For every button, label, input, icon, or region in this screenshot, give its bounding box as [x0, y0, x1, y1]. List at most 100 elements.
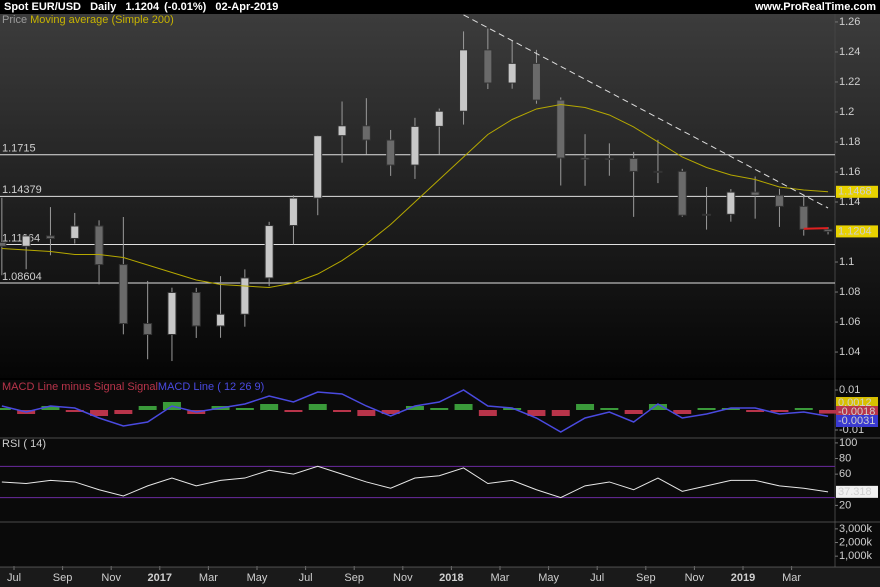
x-tick-label: Sep [53, 572, 73, 584]
y-tick-label: 1.18 [839, 136, 860, 148]
price-last-value: 1.1204 [838, 225, 872, 237]
x-tick-label: Mar [782, 572, 801, 584]
macd-histogram-bar [721, 408, 740, 410]
volume-panel [0, 523, 880, 566]
macd-line [1, 389, 829, 433]
y-tick-label: 1,000k [839, 550, 873, 562]
macd-histogram-bar [405, 406, 424, 410]
macd-last-value: 0.0012 [838, 397, 872, 409]
rsi-last-value: 37.318 [838, 486, 872, 498]
macd-histogram-bar [235, 408, 254, 410]
symbol: Spot EUR/USD [4, 1, 81, 13]
candle-body [143, 323, 153, 335]
macd-last-value: -0.0018 [838, 406, 875, 418]
y-tick-label: 1.26 [839, 16, 860, 28]
trendline [463, 14, 829, 209]
y-tick-label: 1.1 [839, 256, 854, 268]
level-label: 1.11164 [2, 232, 40, 244]
legend-entry: MACD Line minus Signal Signal [2, 381, 158, 393]
candle-body [629, 157, 639, 172]
x-tick-label: Jul [590, 572, 604, 584]
rsi-line [1, 465, 829, 499]
macd-histogram-bar [794, 408, 813, 410]
y-tick-label: 3,000k [839, 523, 873, 535]
macd-histogram-bar [430, 408, 449, 410]
y-tick-label: 1.22 [839, 76, 860, 88]
x-tick-label: May [247, 572, 268, 584]
candle-body [386, 139, 396, 166]
support-line [803, 227, 829, 230]
x-tick-label: May [538, 572, 559, 584]
y-tick-label: 1.04 [839, 346, 860, 358]
macd-histogram-bar [673, 410, 692, 414]
candle-body [216, 313, 226, 327]
y-tick-label: 1.16 [839, 166, 860, 178]
macd-histogram-bar [260, 404, 279, 410]
candle-body [726, 191, 736, 215]
candle-body [45, 235, 55, 239]
candle-body [799, 205, 809, 230]
x-tick-label: Mar [199, 572, 218, 584]
y-tick-label: 1.06 [839, 316, 860, 328]
macd-last-value-box [836, 415, 878, 427]
y-tick-label: 80 [839, 452, 851, 464]
macd-last-value: -0.0031 [838, 415, 875, 427]
legend: Price Moving average (Simple 200) [2, 14, 174, 26]
x-tick-label: Nov [685, 572, 705, 584]
level-label: 1.14379 [2, 184, 42, 196]
y-tick-label: 1.24 [839, 46, 860, 58]
level-label: 1.08604 [2, 271, 42, 283]
candle-body [531, 62, 541, 101]
ma-last-value: 1.1468 [838, 186, 872, 198]
candle-body [434, 110, 444, 127]
macd-histogram-bar [333, 410, 352, 412]
y-tick-label: 100 [839, 437, 857, 449]
y-tick-label: 1.08 [839, 286, 860, 298]
candle-body [604, 157, 614, 161]
candle-body [264, 225, 274, 279]
candle-body [702, 213, 712, 216]
macd-histogram-bar [770, 410, 789, 412]
macd-histogram-bar [746, 410, 765, 412]
candle-body [191, 291, 201, 327]
macd-histogram-bar [90, 410, 109, 416]
macd-histogram-bar [65, 410, 84, 412]
x-tick-label: 2017 [148, 572, 172, 584]
candle-body [94, 225, 104, 266]
candle-body [70, 225, 80, 239]
moving-average [1, 103, 829, 289]
macd-histogram-bar [138, 406, 157, 410]
macd-histogram-bar [527, 410, 546, 416]
candle-body [653, 170, 663, 173]
last-price: 1.1204 [125, 1, 160, 13]
candle-body [507, 62, 517, 84]
rsi-last-value-box [836, 485, 878, 498]
macd-histogram-bar [357, 410, 376, 416]
macd-histogram-bar [576, 404, 595, 410]
legend-entry: MACD Line ( 12 26 9) [158, 381, 264, 393]
x-tick-label: Mar [491, 572, 510, 584]
date: 02-Apr-2019 [215, 1, 278, 13]
candle-body [823, 228, 833, 232]
y-tick-label: 2,000k [839, 536, 873, 548]
macd-histogram-bar [284, 410, 303, 412]
x-tick-label: Sep [344, 572, 364, 584]
y-tick-label: 0.01 [839, 384, 860, 396]
candle-body [313, 135, 323, 199]
x-tick-label: 2019 [731, 572, 755, 584]
legend: MACD Line minus Signal SignalMACD Line (… [2, 381, 264, 393]
macd-histogram-bar [624, 410, 643, 414]
x-tick-label: Jul [7, 572, 21, 584]
y-tick-label: 60 [839, 468, 851, 480]
timeframe: Daily [90, 1, 117, 13]
candle-body [750, 191, 760, 196]
x-tick-label: Jul [299, 572, 313, 584]
candle-body [677, 170, 687, 216]
ma-last-value-box [836, 185, 878, 198]
x-tick-label: Nov [393, 572, 413, 584]
candle-body [167, 291, 177, 335]
macd-histogram-bar [381, 410, 400, 414]
candle-body [483, 49, 493, 84]
header: Spot EUR/USD Daily 1.1204 (-0.01%) 02-Ap… [4, 1, 278, 13]
